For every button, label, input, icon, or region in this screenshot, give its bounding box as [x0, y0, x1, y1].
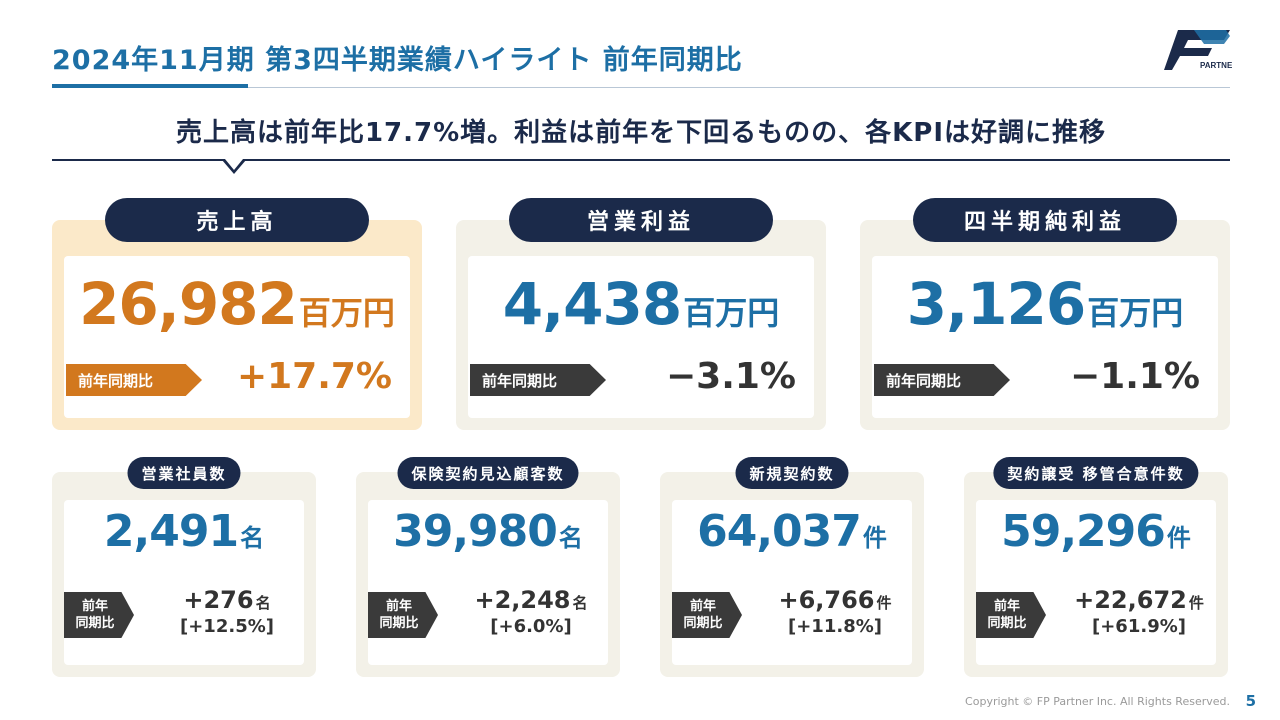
- headline: 売上高は前年比17.7%増。利益は前年を下回るものの、各KPIは好調に推移: [175, 118, 1107, 148]
- compare-arrow-label: 前年同期比: [672, 592, 742, 638]
- kpi-unit: 件: [862, 524, 887, 552]
- page-title: 2024年11月期 第3四半期業績ハイライト 前年同期比: [52, 45, 743, 76]
- title-accent-bar: [52, 84, 248, 88]
- kpi-value: 59,296件: [964, 506, 1228, 557]
- kpi-label: 売上高: [105, 198, 369, 242]
- kpi-unit: 百万円: [298, 294, 395, 332]
- kpi-compare: 前年 同期比 +276 名 [+12.5%]: [64, 586, 308, 640]
- kpi-value: 2,491名: [52, 506, 316, 557]
- company-logo: PARTNER: [1164, 30, 1232, 70]
- kpi-number: 39,980: [393, 506, 558, 557]
- compare-arrow-label: 前年同期比: [64, 592, 134, 638]
- kpi-label: 営業利益: [509, 198, 773, 242]
- compare-percent: [+61.9%]: [1092, 616, 1186, 637]
- kpi-card-new-contracts: 新規契約数 64,037件 前年 同期比 +6,766 件 [+11.8%]: [660, 457, 924, 677]
- kpi-unit: 百万円: [683, 294, 780, 332]
- compare-arrow-label: 前年同期比: [66, 364, 202, 396]
- kpi-unit: 名: [558, 524, 583, 552]
- kpi-value: 64,037件: [660, 506, 924, 557]
- compare-diff: +276 名: [183, 586, 271, 614]
- kpi-label: 営業社員数: [127, 457, 241, 489]
- kpi-unit: 件: [1166, 524, 1191, 552]
- compare-value: −3.1%: [665, 356, 796, 397]
- kpi-unit: 名: [240, 524, 265, 552]
- compare-percent: [+11.8%]: [788, 616, 882, 637]
- compare-percent: [+6.0%]: [490, 616, 572, 637]
- kpi-card-sales: 売上高 26,982百万円 前年同期比 +17.7%: [52, 198, 422, 430]
- compare-value: +17.7%: [236, 356, 392, 397]
- kpi-value: 39,980名: [356, 506, 620, 557]
- compare-value: −1.1%: [1069, 356, 1200, 397]
- kpi-compare: 前年 同期比 +22,672 件 [+61.9%]: [976, 586, 1220, 640]
- kpi-compare: 前年同期比 −3.1%: [470, 356, 812, 400]
- kpi-compare: 前年同期比 −1.1%: [874, 356, 1216, 400]
- headline-divider: [52, 159, 1230, 161]
- compare-arrow-label: 前年同期比: [470, 364, 606, 396]
- kpi-number: 26,982: [79, 270, 298, 338]
- compare-percent: [+12.5%]: [180, 616, 274, 637]
- kpi-compare: 前年 同期比 +2,248 名 [+6.0%]: [368, 586, 612, 640]
- kpi-compare: 前年同期比 +17.7%: [66, 356, 408, 400]
- compare-arrow-label: 前年同期比: [368, 592, 438, 638]
- logo-text: PARTNER: [1200, 61, 1232, 70]
- kpi-value: 3,126百万円: [860, 270, 1230, 338]
- kpi-unit: 百万円: [1087, 294, 1184, 332]
- title-divider: [52, 87, 1230, 88]
- kpi-number: 4,438: [502, 270, 682, 338]
- compare-arrow-label: 前年同期比: [976, 592, 1046, 638]
- kpi-card-contract-transfers: 契約譲受 移管合意件数 59,296件 前年 同期比 +22,672 件 [+61.…: [964, 457, 1228, 677]
- kpi-number: 59,296: [1001, 506, 1166, 557]
- kpi-number: 2,491: [103, 506, 239, 557]
- copyright-notice: Copyright © FP Partner Inc. All Rights R…: [965, 695, 1230, 708]
- compare-diff: +6,766 件: [778, 586, 892, 614]
- compare-diff: +22,672 件: [1074, 586, 1204, 614]
- kpi-number: 64,037: [697, 506, 862, 557]
- kpi-card-sales-staff: 営業社員数 2,491名 前年 同期比 +276 名 [+12.5%]: [52, 457, 316, 677]
- compare-arrow-label: 前年同期比: [874, 364, 1010, 396]
- kpi-label: 四半期純利益: [913, 198, 1177, 242]
- kpi-card-net-income: 四半期純利益 3,126百万円 前年同期比 −1.1%: [860, 198, 1230, 430]
- kpi-value: 4,438百万円: [456, 270, 826, 338]
- compare-diff: +2,248 名: [474, 586, 588, 614]
- kpi-card-prospects: 保険契約見込顧客数 39,980名 前年 同期比 +2,248 名 [+6.0%]: [356, 457, 620, 677]
- kpi-number: 3,126: [906, 270, 1086, 338]
- page-number: 5: [1245, 692, 1256, 710]
- kpi-label: 新規契約数: [735, 457, 849, 489]
- kpi-value: 26,982百万円: [52, 270, 422, 338]
- kpi-label: 保険契約見込顧客数: [397, 457, 579, 489]
- kpi-label: 契約譲受 移管合意件数: [993, 457, 1199, 489]
- kpi-compare: 前年 同期比 +6,766 件 [+11.8%]: [672, 586, 916, 640]
- kpi-card-operating-profit: 営業利益 4,438百万円 前年同期比 −3.1%: [456, 198, 826, 430]
